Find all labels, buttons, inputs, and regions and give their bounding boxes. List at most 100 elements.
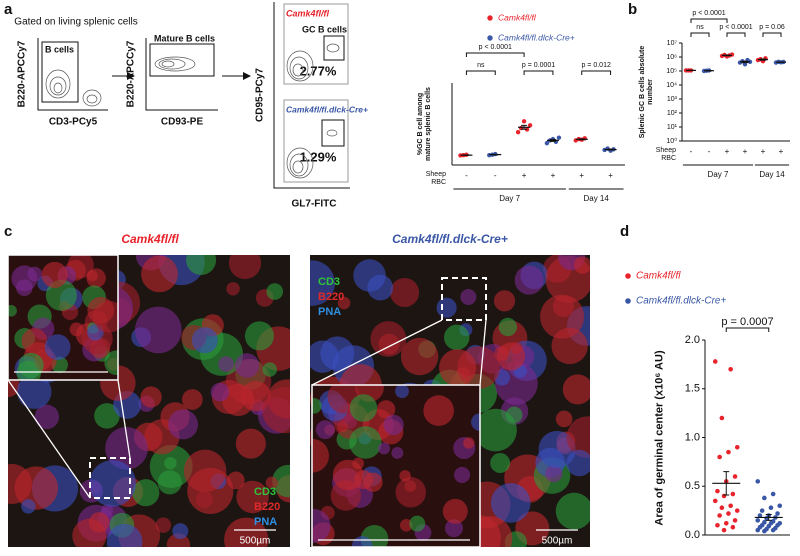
- plot-title: Camk4fl/fl: [286, 8, 330, 18]
- data-point: [721, 493, 727, 499]
- tissue-blob: [498, 317, 517, 337]
- plot-frame: [283, 3, 349, 85]
- plot-axes: [37, 38, 108, 111]
- data-point: [728, 503, 733, 509]
- data-point: [762, 528, 767, 534]
- tissue-blob: [87, 296, 115, 324]
- tissue-blob: [262, 362, 278, 377]
- data-point: [730, 491, 736, 497]
- tissue-blob: [228, 255, 262, 280]
- tissue-blob: [395, 477, 427, 508]
- tissue-blob: [383, 414, 404, 436]
- tissue-blob: [132, 479, 160, 507]
- tissue-blob: [262, 386, 290, 434]
- data-point: [527, 123, 533, 128]
- gate: [321, 119, 345, 147]
- y-tick-label: 10²: [667, 110, 678, 117]
- data-point: [732, 474, 738, 479]
- tissue-blob: [540, 294, 585, 339]
- tissue-blob: [390, 278, 420, 308]
- tissue-blob: [391, 447, 404, 459]
- treatment-sign: +: [779, 147, 784, 156]
- tissue-blob: [439, 349, 477, 387]
- gate-label: GC B cells: [302, 24, 347, 34]
- y-tick-label: 10⁵: [666, 68, 677, 75]
- tissue-blob: [538, 430, 576, 469]
- zoom-guides: [7, 277, 578, 541]
- comparison-label: p = 0.0001: [522, 62, 555, 69]
- data-point: [712, 498, 718, 504]
- tissue-blob: [34, 404, 60, 430]
- data-point: [515, 130, 521, 135]
- treatment-sign: +: [551, 171, 556, 180]
- tissue-blob: [16, 374, 52, 409]
- comparison-bracket: [725, 327, 770, 332]
- tissue-blob: [337, 296, 351, 310]
- tissue-blob: [88, 512, 110, 533]
- comparison-label: p = 0.0007: [721, 316, 773, 328]
- y-tick-label: 10⁰: [666, 137, 677, 145]
- contours: [154, 56, 196, 72]
- tissue-blob: [21, 328, 48, 354]
- tissue-blob: [168, 409, 199, 440]
- legend-label: Camk4fl/fl.dlck-Cre+: [636, 296, 726, 307]
- data-point: [757, 513, 763, 518]
- data-point: [768, 505, 774, 511]
- data-point: [732, 518, 738, 523]
- tissue-blob: [226, 471, 245, 490]
- comparison-label: ns: [477, 62, 485, 69]
- tissue-blob: [555, 492, 590, 530]
- error-bar: [607, 148, 614, 151]
- tissue-blob: [562, 374, 590, 405]
- day-label: Day 7: [499, 194, 520, 203]
- tissue-blob: [443, 324, 470, 351]
- data-point: [715, 522, 720, 528]
- legend-marker: [625, 273, 631, 279]
- data-point: [759, 508, 765, 513]
- data-point: [770, 491, 776, 497]
- treatment-label: RBC: [431, 179, 446, 186]
- legend-marker: [487, 35, 493, 41]
- comparison-bracket: [690, 32, 710, 37]
- data-point: [730, 524, 736, 530]
- treatment-sign: -: [465, 171, 468, 180]
- tissue-blob: [27, 266, 43, 282]
- y-axis-label: %GC B cell among mature splenic B cells: [417, 87, 433, 161]
- contours: [286, 43, 340, 179]
- inset-frame: [7, 254, 119, 381]
- gate-label: B cells: [45, 44, 74, 54]
- day-label: Day 14: [583, 194, 609, 203]
- comparison-bracket: [690, 18, 728, 23]
- tissue-blob: [315, 420, 335, 440]
- tissue-blob: [195, 490, 213, 508]
- tissue-blob: [555, 410, 573, 428]
- stain-label: PNA: [254, 516, 277, 528]
- axis-label: CD93-PE: [161, 117, 204, 128]
- legend-label: Camk4fl/fl: [636, 271, 681, 282]
- tissue-blob: [41, 261, 68, 288]
- data-point: [717, 454, 722, 460]
- tissue-blob: [8, 463, 32, 505]
- stain-label: CD3: [254, 486, 276, 498]
- data-point: [728, 366, 733, 372]
- contours: [45, 69, 102, 107]
- comparison-label: p < 0.0001: [479, 44, 512, 51]
- error-bar: [521, 124, 528, 130]
- plot-frame: [283, 99, 349, 183]
- y-axis-label: Splenic GC B cells absolute number: [639, 45, 655, 139]
- tissue-blob: [186, 255, 217, 275]
- y-tick-label: 10⁶: [666, 54, 677, 61]
- error-bar: [724, 54, 730, 57]
- error-bar: [578, 138, 585, 141]
- inset-frame: [311, 384, 481, 548]
- tissue-blob: [172, 523, 189, 540]
- tissue-blob: [395, 385, 409, 399]
- y-tick-label: 10⁴: [666, 82, 677, 89]
- data-point: [762, 495, 767, 501]
- data-point: [556, 135, 562, 140]
- tissue-blob: [566, 416, 590, 458]
- axis-label: B220-APCCy7: [126, 40, 137, 107]
- comparison-bracket: [726, 32, 746, 37]
- tissue-blob: [454, 466, 471, 483]
